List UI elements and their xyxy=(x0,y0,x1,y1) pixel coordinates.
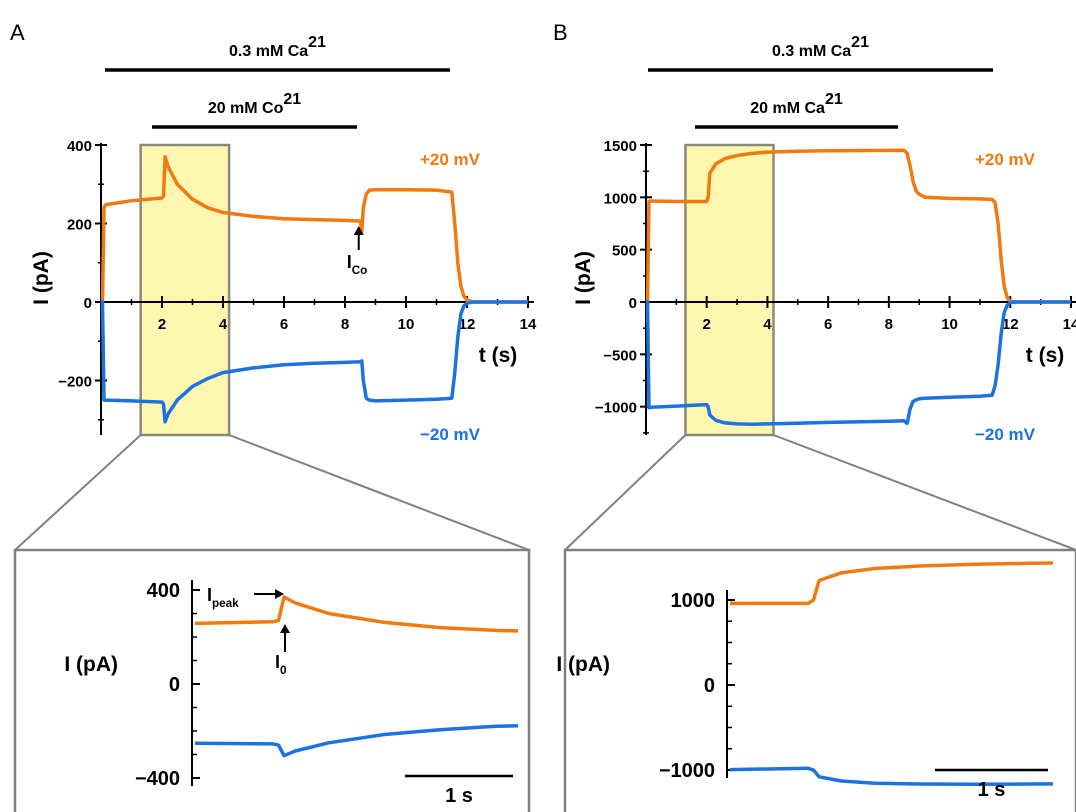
annotation-i0-subscript: 0 xyxy=(280,664,287,677)
trace-label-minus-20mv: −20 mV xyxy=(975,425,1036,444)
x-tick-label: 14 xyxy=(520,316,537,333)
x-tick-label: 6 xyxy=(280,316,288,333)
zoom-trace-plus-20mv xyxy=(730,561,1054,606)
trace-minus-20mv xyxy=(100,300,528,424)
zoom-trace-minus-20mv xyxy=(194,724,519,758)
x-tick-label: 2 xyxy=(703,316,711,333)
x-tick-label: 10 xyxy=(398,316,415,333)
y-tick-label: 0 xyxy=(629,295,637,312)
x-tick-label: 4 xyxy=(763,316,772,333)
annotation-i-peak-base: I xyxy=(207,585,212,605)
trace-label-plus-20mv: +20 mV xyxy=(975,150,1036,169)
x-tick-label: 8 xyxy=(885,316,893,333)
x-tick-label: 12 xyxy=(1002,316,1019,333)
trace-label-minus-20mv: −20 mV xyxy=(420,425,481,444)
annotation-i-peak: Ipeak xyxy=(207,585,239,610)
y-tick-label: −500 xyxy=(603,347,637,364)
x-tick-label: 14 xyxy=(1063,316,1076,333)
solution-bar-label-2: 20 mM Ca21 xyxy=(750,91,843,117)
y-tick-label: 1000 xyxy=(604,190,637,207)
zoom-y-axis-label: I (pA) xyxy=(64,653,118,676)
zoom-trace-plus-20mv xyxy=(194,595,519,633)
solution-bar-label-1-superscript: 21 xyxy=(851,34,869,51)
zoom-y-tick-label: −1000 xyxy=(659,760,715,782)
solution-bar-label-1-base: 0.3 mM Ca xyxy=(772,43,851,60)
solution-bar-label-1: 0.3 mM Ca21 xyxy=(772,34,869,60)
solution-bar-label-1-superscript: 21 xyxy=(308,34,326,51)
annotation-i0-base: I xyxy=(275,652,280,672)
x-tick-label: 6 xyxy=(824,316,832,333)
trace-label-plus-20mv: +20 mV xyxy=(420,150,481,169)
x-tick-label: 8 xyxy=(341,316,349,333)
highlight-window xyxy=(684,143,775,437)
zoom-guide-left xyxy=(564,434,687,551)
zoom-guide-right xyxy=(228,434,530,551)
solution-bar-label-2: 20 mM Co21 xyxy=(208,91,301,117)
scale-bar-label: 1 s xyxy=(978,779,1006,801)
trace-plus-20mv xyxy=(645,148,1071,304)
solution-bar-label-2-superscript: 21 xyxy=(283,91,301,108)
annotation-i-co-subscript: Co xyxy=(352,264,368,277)
x-axis-label: t (s) xyxy=(1026,344,1065,367)
y-axis-label: I (pA) xyxy=(572,251,595,305)
y-tick-label: 400 xyxy=(67,138,92,155)
y-tick-label: 200 xyxy=(67,217,92,234)
y-axis-label: I (pA) xyxy=(30,251,53,305)
annotation-i-co-base: I xyxy=(347,252,352,272)
y-tick-label: 1500 xyxy=(604,138,637,155)
solution-bar-label-2-base: 20 mM Co xyxy=(208,100,284,117)
x-tick-label: 4 xyxy=(219,316,228,333)
y-tick-label: −200 xyxy=(58,374,92,391)
zoom-y-axis-label: I (pA) xyxy=(556,653,610,676)
annotation-i-co-arrowhead xyxy=(353,226,364,235)
annotation-i-co: ICo xyxy=(347,252,368,277)
trace-plus-20mv xyxy=(100,155,528,304)
annotation-i0-arrowhead xyxy=(280,624,290,633)
zoom-guide-left xyxy=(14,434,142,551)
zoom-box xyxy=(13,548,531,812)
x-tick-label: 2 xyxy=(158,316,166,333)
zoom-guide-right xyxy=(773,434,1076,551)
x-tick-label: 10 xyxy=(941,316,958,333)
zoom-y-tick-label: 0 xyxy=(704,675,715,697)
panel-letter-B: B xyxy=(553,20,568,45)
panel-letter-A: A xyxy=(10,20,25,45)
zoom-trace-minus-20mv xyxy=(729,766,1054,787)
zoom-y-tick-label: 0 xyxy=(169,674,180,696)
annotation-i-peak-subscript: peak xyxy=(212,597,239,610)
annotation-i0: I0 xyxy=(275,652,287,677)
y-tick-label: 500 xyxy=(612,243,637,260)
solution-bar-label-1: 0.3 mM Ca21 xyxy=(229,34,326,60)
solution-bar-label-2-superscript: 21 xyxy=(825,91,843,108)
y-tick-label: −1000 xyxy=(595,400,637,417)
x-axis-label: t (s) xyxy=(479,344,518,367)
solution-bar-label-1-base: 0.3 mM Ca xyxy=(229,43,308,60)
scale-bar-label: 1 s xyxy=(445,785,473,807)
zoom-y-tick-label: −400 xyxy=(135,768,180,790)
annotation-i-peak-arrowhead xyxy=(275,589,284,599)
solution-bar-label-2-base: 20 mM Ca xyxy=(750,100,825,117)
zoom-y-tick-label: 400 xyxy=(147,580,180,602)
y-tick-label: 0 xyxy=(84,295,92,312)
zoom-y-tick-label: 1000 xyxy=(671,590,716,612)
zoom-box xyxy=(563,548,1076,812)
trace-minus-20mv xyxy=(645,300,1071,427)
x-tick-label: 12 xyxy=(459,316,476,333)
